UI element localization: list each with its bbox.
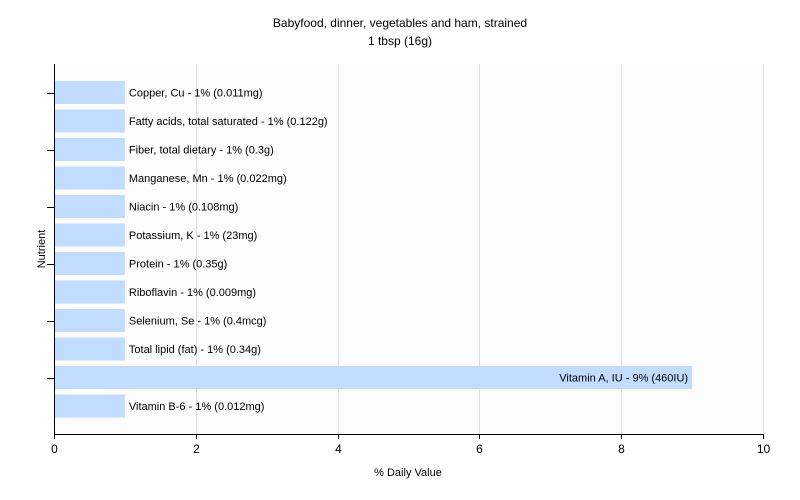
bar — [55, 337, 125, 361]
bar — [55, 309, 125, 332]
bar — [55, 109, 125, 133]
x-tick-label: 10 — [757, 442, 771, 456]
x-tick-label: 0 — [51, 442, 58, 456]
chart-title: Babyfood, dinner, vegetables and ham, st… — [273, 16, 527, 30]
x-tick-label: 2 — [193, 442, 200, 456]
bar — [55, 252, 125, 275]
chart-subtitle: 1 tbsp (16g) — [368, 34, 432, 48]
x-tick-label: 6 — [476, 442, 483, 456]
x-tick-label: 4 — [335, 442, 342, 456]
bar-label: Fiber, total dietary - 1% (0.3g) — [129, 145, 274, 157]
bar-label: Total lipid (fat) - 1% (0.34g) — [129, 344, 261, 356]
axes: 0 2 4 6 8 10 — [47, 64, 770, 456]
bar-label: Riboflavin - 1% (0.009mg) — [129, 287, 256, 299]
bar-label: Copper, Cu - 1% (0.011mg) — [129, 88, 263, 100]
bar — [55, 280, 125, 304]
bar-label: Vitamin A, IU - 9% (460IU) — [559, 373, 688, 385]
bar-label: Niacin - 1% (0.108mg) — [129, 202, 238, 214]
x-tick-label: 8 — [618, 442, 625, 456]
bar — [55, 195, 125, 218]
bar — [55, 81, 125, 104]
bar-label: Selenium, Se - 1% (0.4mcg) — [129, 316, 267, 328]
bar — [55, 223, 125, 247]
bar-label: Protein - 1% (0.35g) — [129, 259, 227, 271]
bar — [55, 366, 693, 389]
bars: Copper, Cu - 1% (0.011mg) Fatty acids, to… — [55, 81, 693, 418]
bar — [55, 394, 125, 418]
bar-label: Vitamin B-6 - 1% (0.012mg) — [129, 401, 265, 413]
bar — [55, 138, 125, 161]
y-axis-label: Nutrient — [36, 230, 48, 269]
bar — [55, 166, 125, 190]
bar-label: Manganese, Mn - 1% (0.022mg) — [129, 173, 287, 185]
x-axis-label: % Daily Value — [374, 467, 442, 479]
bar-label: Fatty acids, total saturated - 1% (0.122… — [129, 116, 328, 128]
bar-label: Potassium, K - 1% (23mg) — [129, 230, 257, 242]
